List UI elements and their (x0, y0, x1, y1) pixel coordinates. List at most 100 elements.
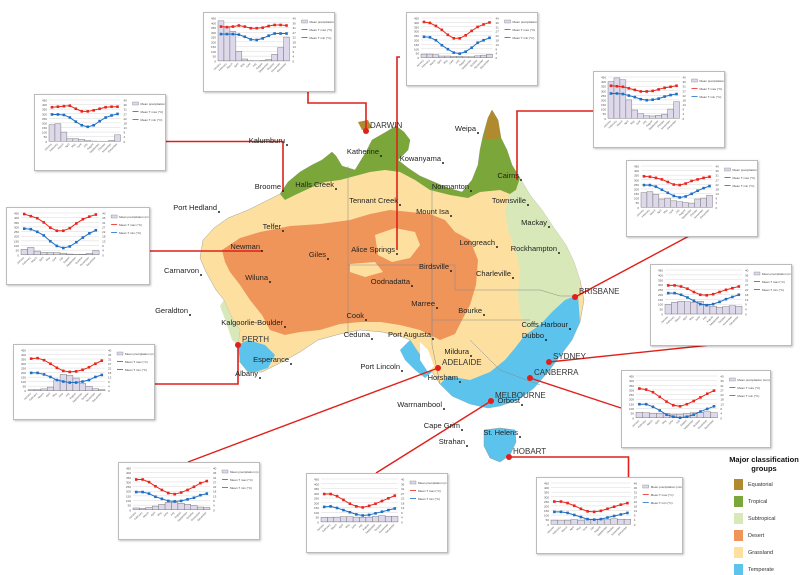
svg-text:March: March (646, 418, 654, 426)
capital-label: MELBOURNE (495, 391, 546, 400)
svg-text:300: 300 (42, 112, 47, 116)
svg-text:4: 4 (683, 112, 685, 116)
svg-text:40: 40 (401, 478, 405, 482)
town-dot-icon (470, 190, 472, 192)
svg-text:300: 300 (126, 480, 131, 484)
svg-text:36: 36 (293, 21, 297, 25)
svg-text:150: 150 (414, 43, 419, 47)
svg-text:150: 150 (314, 506, 319, 510)
svg-text:50: 50 (128, 504, 132, 508)
town-dot-icon (512, 277, 514, 279)
svg-text:March: March (649, 208, 657, 216)
svg-text:200: 200 (14, 235, 19, 239)
svg-text:450: 450 (314, 478, 319, 482)
town-newman: Newman (230, 242, 263, 252)
town-dot-icon (442, 162, 444, 164)
town-label: Tennant Creek (349, 196, 398, 205)
svg-text:13: 13 (716, 192, 720, 196)
town-label: St. Helens (483, 428, 518, 437)
svg-text:27: 27 (634, 495, 638, 499)
svg-text:200: 200 (211, 40, 216, 44)
svg-text:200: 200 (126, 490, 131, 494)
town-birdsville: Birdsville (419, 262, 452, 272)
town-dot-icon (548, 226, 550, 228)
svg-text:Mean T max (°C): Mean T max (°C) (762, 280, 785, 284)
svg-text:0: 0 (547, 523, 549, 527)
svg-text:0: 0 (604, 117, 606, 121)
svg-text:April: April (38, 255, 45, 262)
svg-text:April: April (64, 142, 71, 149)
svg-text:40: 40 (720, 375, 724, 379)
town-warrnambool: Warrnambool (397, 400, 445, 410)
town-dot-icon (286, 144, 288, 146)
town-kalgoorlie-boulder: Kalgoorlie-Boulder (221, 318, 286, 328)
capital-label: SYDNEY (553, 352, 587, 361)
svg-text:50: 50 (660, 308, 664, 312)
svg-text:June: June (694, 314, 701, 321)
svg-text:350: 350 (658, 278, 663, 282)
svg-text:0: 0 (634, 523, 636, 527)
legend-title: Major classification groups (728, 455, 800, 473)
svg-text:40: 40 (293, 17, 297, 21)
town-kalumburu: Kalumburu (249, 136, 288, 146)
svg-text:400: 400 (314, 482, 319, 486)
town-label: Alice Springs (351, 245, 395, 254)
svg-text:Mean precipitation (mm): Mean precipitation (mm) (733, 168, 758, 172)
leader-line-darwin (308, 90, 366, 131)
svg-text:Mean T min (°C): Mean T min (°C) (230, 486, 252, 490)
svg-text:27: 27 (401, 492, 405, 496)
svg-text:13: 13 (496, 43, 500, 47)
svg-text:100: 100 (544, 514, 549, 518)
svg-text:200: 200 (21, 371, 26, 375)
svg-text:April: April (682, 315, 689, 322)
town-cape-grim: Cape Grim (424, 421, 463, 431)
svg-text:200: 200 (42, 121, 47, 125)
town-katherine: Katherine (347, 147, 382, 157)
svg-text:0: 0 (417, 56, 419, 60)
svg-text:0: 0 (317, 520, 319, 524)
svg-text:400: 400 (601, 80, 606, 84)
svg-text:18: 18 (108, 371, 112, 375)
legend-swatch-icon (734, 530, 743, 541)
svg-text:0: 0 (745, 313, 747, 317)
svg-text:50: 50 (631, 412, 635, 416)
town-label: Newman (230, 242, 260, 251)
town-cairns: Cairns (497, 171, 522, 181)
svg-text:9: 9 (102, 244, 104, 248)
town-label: Kalumburu (249, 136, 285, 145)
svg-text:300: 300 (21, 362, 26, 366)
svg-text:400: 400 (629, 379, 634, 383)
town-dubbo: Dubbo (522, 331, 547, 341)
svg-text:150: 150 (42, 126, 47, 130)
legend-item-equatorial: Equatorial (734, 479, 800, 490)
svg-text:27: 27 (213, 480, 217, 484)
svg-text:Mean T min (°C): Mean T min (°C) (125, 368, 147, 372)
leader-line-adelaide (188, 368, 438, 462)
svg-text:March: March (429, 58, 437, 66)
svg-text:250: 250 (14, 230, 19, 234)
svg-text:27: 27 (108, 362, 112, 366)
svg-text:400: 400 (544, 486, 549, 490)
svg-text:18: 18 (683, 98, 687, 102)
svg-text:31: 31 (124, 108, 128, 112)
town-label: Weipa (455, 124, 477, 133)
legend-item-label: Grassland (748, 550, 773, 556)
svg-text:March: March (37, 391, 45, 399)
town-label: Wiluna (245, 273, 269, 282)
svg-text:0: 0 (102, 253, 104, 257)
svg-text:22: 22 (634, 500, 638, 504)
svg-text:450: 450 (629, 375, 634, 379)
town-weipa: Weipa (455, 124, 479, 134)
town-label: Horsham (428, 373, 458, 382)
town-normanton: Normanton (432, 182, 472, 192)
svg-text:Mean precipitation (mm): Mean precipitation (mm) (762, 272, 791, 276)
svg-text:300: 300 (414, 30, 419, 34)
svg-text:350: 350 (314, 487, 319, 491)
svg-text:Mean T min (°C): Mean T min (°C) (141, 118, 163, 122)
town-label: Warrnambool (397, 400, 442, 409)
legend-swatch-icon (734, 496, 743, 507)
town-longreach: Longreach (460, 238, 498, 248)
